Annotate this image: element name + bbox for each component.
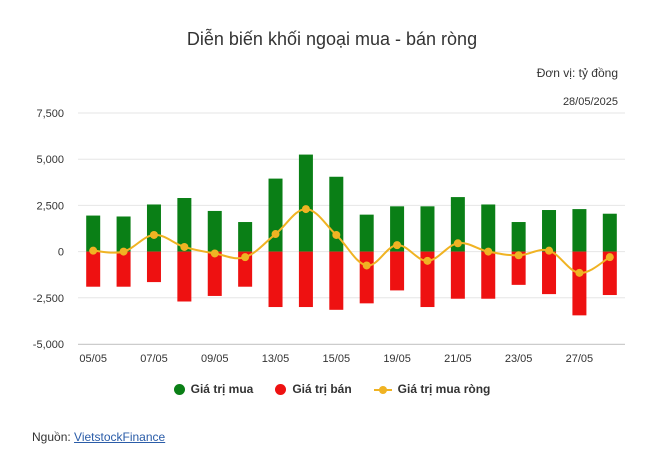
bar-sell	[390, 251, 405, 291]
net-point	[332, 230, 341, 239]
bar-sell	[511, 251, 526, 285]
x-tick-label: 09/05	[201, 353, 229, 365]
net-point	[241, 253, 250, 262]
bar-buy	[450, 197, 465, 252]
legend-item-net[interactable]: Giá trị mua ròng	[373, 382, 491, 396]
bar-sell	[146, 251, 161, 283]
source-link[interactable]: VietstockFinance	[74, 430, 166, 444]
x-tick-label: 15/05	[323, 353, 351, 365]
net-point	[575, 268, 584, 277]
bar-sell	[207, 251, 222, 296]
net-point	[271, 230, 280, 239]
bar-buy	[86, 215, 101, 252]
y-tick-label: -5,000	[33, 339, 64, 351]
y-tick-label: 0	[58, 247, 64, 259]
bar-buy	[542, 210, 557, 252]
chart-canvas: 7,500 5,000 2,500 0 -2,500 -5,000 05/05 07/05 09…	[33, 108, 625, 365]
unit-label: Đơn vị: tỷ đồng	[536, 66, 618, 80]
net-point	[119, 247, 128, 256]
bar-buy	[298, 154, 313, 252]
bar-buy	[146, 204, 161, 252]
net-point	[453, 239, 462, 248]
chart-title: Diễn biến khối ngoại mua - bán ròng	[186, 29, 478, 49]
bar-sell	[572, 251, 587, 316]
net-point	[423, 256, 432, 265]
bar-sell	[359, 251, 374, 304]
legend-net-swatch	[373, 384, 392, 395]
legend-buy-label: Giá trị mua	[190, 382, 254, 396]
x-tick-label: 23/05	[505, 353, 533, 365]
y-tick-label: -2,500	[33, 293, 64, 305]
net-point	[393, 241, 402, 250]
legend-sell-label: Giá trị bán	[292, 382, 352, 396]
bar-sell	[116, 251, 131, 287]
bar-buy	[420, 206, 435, 252]
net-point	[301, 205, 310, 214]
bar-sell	[86, 251, 101, 287]
bar-buy	[268, 178, 283, 252]
legend-item-sell[interactable]: Giá trị bán	[275, 382, 352, 396]
source-prefix: Nguồn:	[32, 430, 75, 444]
x-tick-label: 07/05	[140, 353, 168, 365]
bar-buy	[359, 214, 374, 252]
bar-buy	[602, 213, 617, 252]
net-point	[149, 230, 158, 239]
x-tick-label: 21/05	[444, 353, 472, 365]
x-tick-label: 19/05	[383, 353, 411, 365]
legend-net-label: Giá trị mua ròng	[397, 382, 491, 396]
net-point	[605, 253, 614, 262]
bar-sell	[481, 251, 496, 299]
net-point	[514, 251, 523, 260]
source-note: Nguồn: VietstockFinance	[32, 430, 165, 444]
net-point	[362, 261, 371, 270]
bar-buy	[207, 210, 222, 252]
bar-sell	[450, 251, 465, 299]
bar-sell	[542, 251, 557, 295]
legend-buy-swatch	[173, 383, 185, 395]
y-tick-label: 5,000	[36, 154, 64, 166]
x-tick-label: 27/05	[566, 353, 594, 365]
bar-buy	[238, 222, 253, 252]
bar-buy	[116, 216, 131, 252]
net-point	[180, 242, 189, 251]
bar-buy	[511, 222, 526, 252]
bar-buy	[390, 206, 405, 252]
legend-sell-swatch	[275, 383, 287, 395]
bar-sell	[602, 251, 617, 296]
net-point	[484, 247, 493, 256]
bar-sell	[268, 251, 283, 308]
bar-buy	[572, 209, 587, 252]
legend-item-buy[interactable]: Giá trị mua	[173, 382, 254, 396]
bar-buy	[481, 204, 496, 252]
bar-sell	[238, 251, 253, 287]
x-tick-label: 13/05	[262, 353, 290, 365]
y-tick-label: 7,500	[36, 108, 64, 120]
chart-legend: Giá trị mua Giá trị bán Giá trị mua ròng	[0, 382, 664, 396]
y-tick-label: 2,500	[36, 200, 64, 212]
bar-buy	[177, 198, 192, 252]
net-line	[93, 208, 611, 274]
net-point	[89, 246, 98, 255]
net-point	[210, 249, 219, 258]
date-label: 28/05/2025	[562, 96, 618, 108]
bar-sell	[329, 251, 344, 310]
bar-sell	[298, 251, 313, 308]
net-point	[545, 246, 554, 255]
bar-sell	[420, 251, 435, 308]
bar-sell	[177, 251, 192, 302]
x-tick-label: 05/05	[79, 353, 107, 365]
